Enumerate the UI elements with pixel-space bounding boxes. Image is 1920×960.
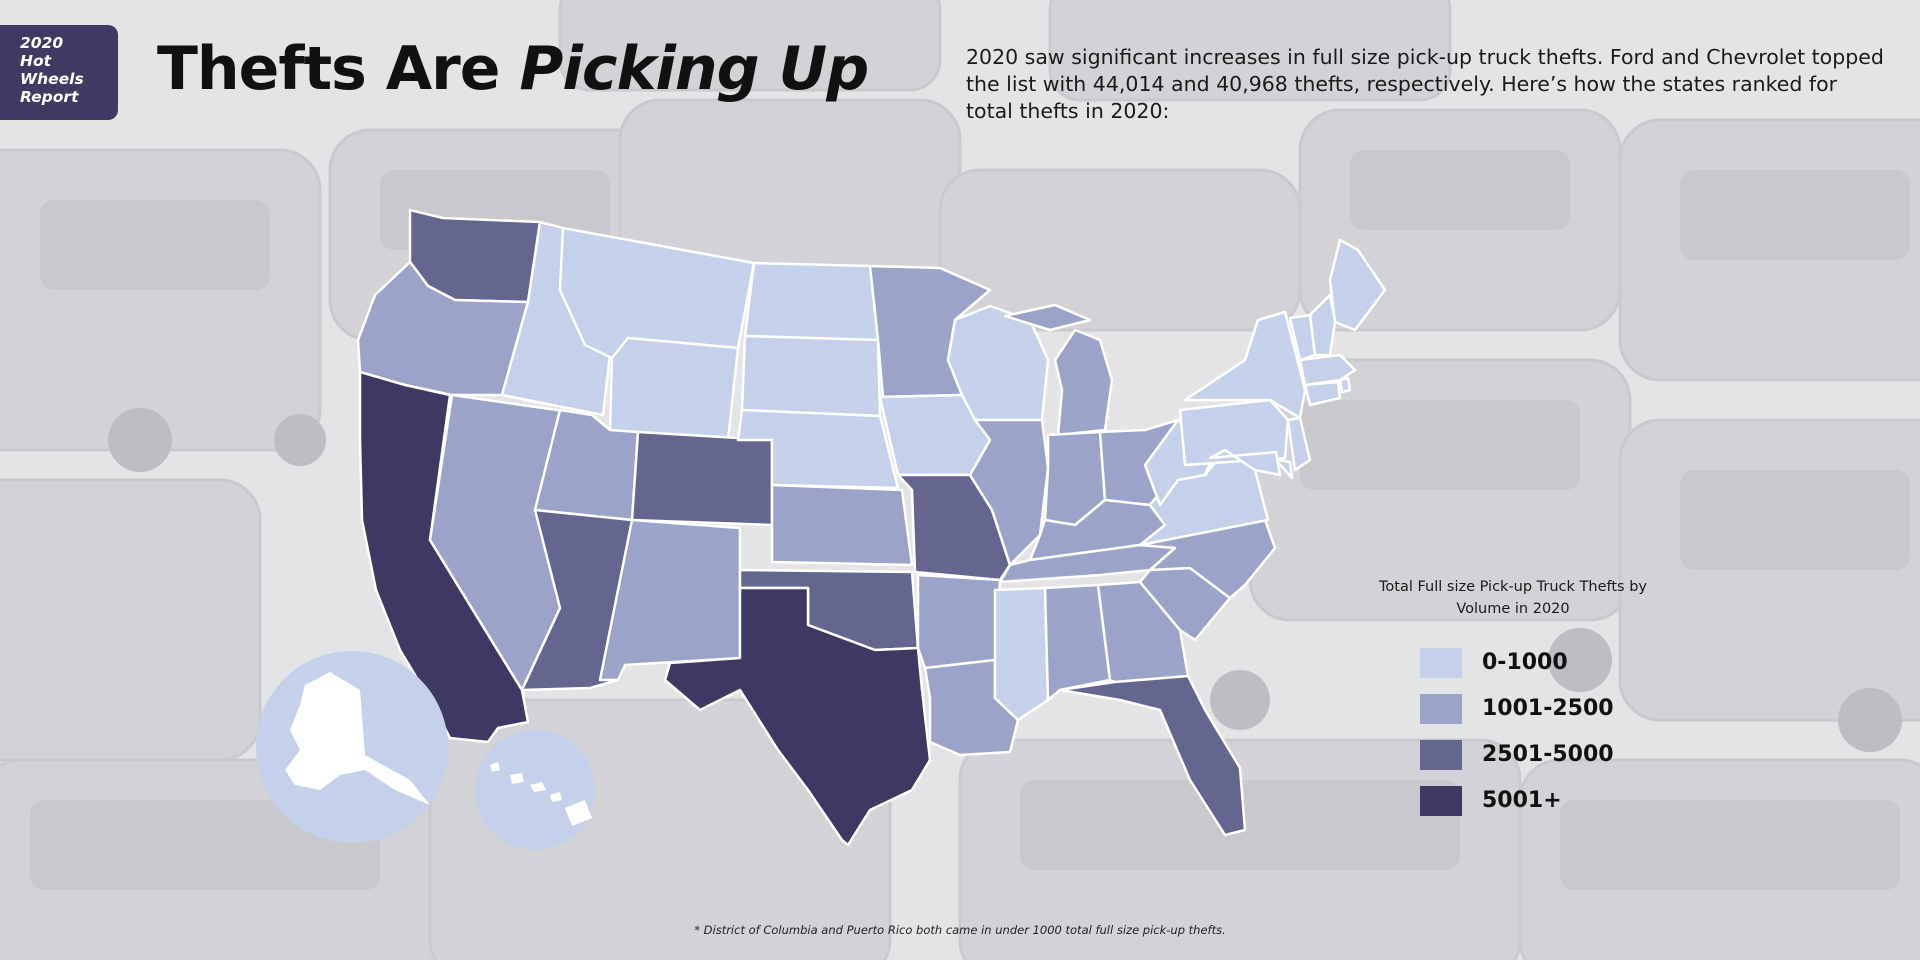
legend-swatch (1420, 786, 1462, 816)
state-nd (743, 261, 880, 342)
state-ct (1303, 380, 1342, 407)
state-ca (358, 370, 530, 744)
state-ri (1338, 376, 1352, 394)
intro-text: 2020 saw significant increases in full s… (966, 45, 1884, 123)
page-title: Thefts Are Picking Up (157, 34, 869, 104)
state-ma (1298, 353, 1357, 387)
legend-label: 0-1000 (1482, 650, 1568, 675)
legend-title: Total Full size Pick-up Truck Thefts by … (1379, 579, 1647, 617)
legend-swatch (1420, 694, 1462, 724)
state-wy (608, 336, 740, 442)
footnote: * District of Columbia and Puerto Rico b… (694, 923, 1226, 937)
title-italic: Picking Up (519, 34, 869, 104)
state-hi (490, 762, 592, 826)
legend-label: 2501-5000 (1482, 742, 1614, 767)
state-ks (770, 483, 914, 567)
state-ms (993, 586, 1050, 722)
state-mt (558, 226, 756, 360)
state-ar (916, 573, 1002, 670)
state-md (1208, 448, 1282, 477)
state-fl (1058, 674, 1247, 837)
state-ak (285, 672, 430, 805)
state-de (1274, 458, 1294, 480)
title-plain: Thefts Are (157, 34, 520, 104)
state-mi (1003, 303, 1114, 437)
legend-label: 1001-2500 (1482, 696, 1614, 721)
report-badge: 2020 Hot Wheels Report (0, 25, 118, 120)
state-me (1328, 238, 1387, 332)
legend-label: 5001+ (1482, 788, 1562, 813)
badge-line-wheels: Wheels (20, 70, 84, 88)
state-ny (1183, 310, 1307, 420)
state-pa (1178, 398, 1290, 467)
state-sd (740, 334, 882, 418)
state-nh (1308, 293, 1337, 357)
state-tx (663, 586, 932, 847)
state-al (1043, 583, 1112, 702)
legend-swatch (1420, 740, 1462, 770)
badge-line-report: Report (20, 88, 79, 106)
badge-line-hot: Hot (20, 52, 52, 70)
badge-line-year: 2020 (20, 34, 64, 52)
state-co (630, 430, 774, 527)
state-nm (598, 518, 742, 682)
legend-swatch (1420, 648, 1462, 678)
state-nj (1286, 416, 1312, 472)
